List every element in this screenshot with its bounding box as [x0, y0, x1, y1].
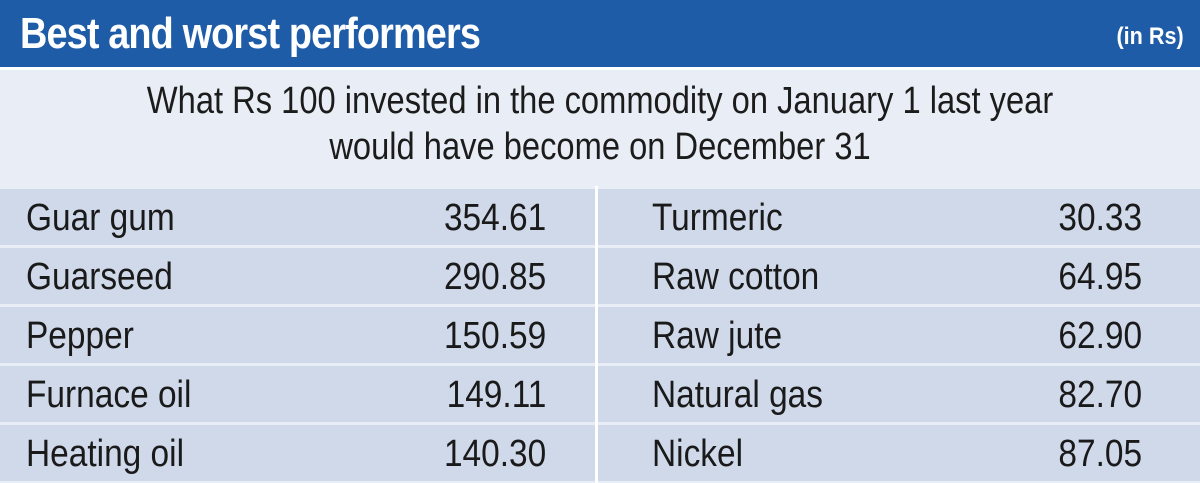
- performers-table: Guar gum 354.61 Turmeric 30.33 Guarseed 290.8…: [0, 186, 1200, 483]
- worst-name: Natural gas: [652, 374, 824, 416]
- worst-value: 30.33: [1058, 197, 1142, 239]
- worst-value: 64.95: [1058, 256, 1142, 298]
- table-row: Furnace oil 149.11 Natural gas 82.70: [0, 366, 1200, 422]
- worst-value: 62.90: [1058, 315, 1142, 357]
- chart-subtitle: What Rs 100 invested in the commodity on…: [0, 78, 1200, 170]
- subtitle-line-1: What Rs 100 invested in the commodity on…: [146, 80, 1054, 122]
- table-row: Heating oil 140.30 Nickel 87.05: [0, 425, 1200, 481]
- table-row: Pepper 150.59 Raw jute 62.90: [0, 307, 1200, 363]
- worst-name: Raw cotton: [652, 256, 820, 298]
- best-value: 354.61: [443, 197, 546, 239]
- worst-name: Raw jute: [652, 315, 783, 357]
- unit-label: (in Rs): [1116, 23, 1184, 50]
- title-bar: Best and worst performers (in Rs): [0, 0, 1200, 70]
- best-value: 290.85: [443, 256, 546, 298]
- worst-name: Turmeric: [652, 197, 783, 239]
- best-name: Guar gum: [26, 197, 175, 239]
- best-value: 140.30: [443, 433, 546, 475]
- subtitle-line-2: would have become on December 31: [329, 126, 871, 168]
- chart-title: Best and worst performers: [20, 9, 481, 58]
- worst-value: 82.70: [1058, 374, 1142, 416]
- table-row: Guarseed 290.85 Raw cotton 64.95: [0, 248, 1200, 304]
- best-value: 149.11: [446, 374, 546, 416]
- worst-value: 87.05: [1058, 433, 1142, 475]
- best-name: Furnace oil: [26, 374, 192, 416]
- best-name: Heating oil: [26, 433, 185, 475]
- column-divider: [595, 186, 598, 483]
- best-name: Pepper: [26, 315, 134, 357]
- worst-name: Nickel: [652, 433, 744, 475]
- table-row: Guar gum 354.61 Turmeric 30.33: [0, 189, 1200, 245]
- best-name: Guarseed: [26, 256, 173, 298]
- best-value: 150.59: [443, 315, 546, 357]
